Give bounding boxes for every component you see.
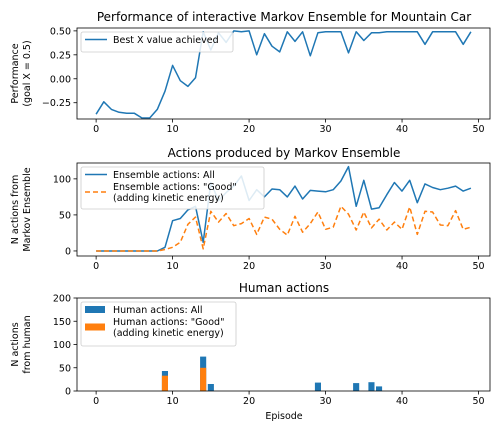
y-tick-label-0-0: 0.50 (50, 26, 71, 37)
legend-label-1-1-0: Ensemble actions: "Good" (113, 182, 237, 193)
bar-0-3 (314, 382, 321, 391)
x-tick-label-0-2: 20 (243, 124, 255, 135)
legend-label-2-1-1: (adding kinetic energy) (113, 328, 224, 339)
bar-1-0 (161, 375, 168, 391)
y-tick-label-2-3: 50 (59, 363, 71, 374)
y-axis-label-0-1: (goal X = 0.5) (22, 40, 33, 106)
bar-0-4 (353, 383, 360, 391)
y-tick-label-2-4: 0 (65, 387, 71, 398)
x-tick-label-2-2: 20 (243, 396, 255, 407)
y-tick-label-1-2: 0 (65, 246, 71, 257)
legend-1 (80, 166, 265, 210)
y-axis-label-0-0: Performance (10, 43, 21, 103)
legend-0 (80, 31, 234, 53)
plot-frame-0 (76, 27, 491, 120)
x-tick-label-2-1: 10 (167, 396, 179, 407)
x-tick-label-2-0: 0 (93, 396, 99, 407)
series-line-1-0 (96, 165, 472, 252)
x-tick-label-1-2: 20 (243, 261, 255, 272)
performance-panel: Performance of interactive Markov Ensemb… (10, 10, 491, 135)
y-axis-label-1-1: Markov Ensemble (22, 167, 33, 251)
x-tick-label-2-3: 30 (320, 396, 332, 407)
x-tick-label-0-4: 40 (396, 124, 408, 135)
x-tick-label-0-3: 30 (320, 124, 332, 135)
bar-1-1 (200, 367, 207, 392)
x-tick-label-2-4: 40 (396, 396, 408, 407)
plot-frame-1 (76, 162, 491, 257)
bar-0-6 (376, 386, 383, 391)
human-actions-panel: Human actions Episode 0 10 20 30 40 50 200 150 1… (10, 281, 491, 422)
y-axis-label-2-1: from human (22, 315, 33, 373)
y-tick-label-0-1: 0.25 (50, 50, 71, 61)
x-tick-label-0-5: 50 (472, 124, 484, 135)
legend-label-2-1-0: Human actions: "Good" (113, 317, 224, 328)
x-axis-label: Episode (265, 411, 302, 422)
legend-label-2-0-0: Human actions: All (113, 305, 202, 316)
y-tick-label-0-2: 0.00 (50, 74, 71, 85)
legend-label-1-1-1: (adding kinetic energy) (113, 193, 224, 204)
x-tick-label-1-5: 50 (472, 261, 484, 272)
y-tick-label-2-0: 200 (53, 294, 71, 305)
bar-0-2 (207, 384, 214, 391)
bar-0-5 (368, 382, 375, 391)
x-tick-label-2-5: 50 (472, 396, 484, 407)
y-tick-label-1-0: 100 (53, 174, 71, 185)
legend-swatch-2-0 (85, 306, 105, 313)
legend-2 (80, 301, 237, 347)
x-tick-label-1-0: 0 (93, 261, 99, 272)
y-tick-label-1-1: 50 (59, 210, 71, 221)
x-tick-label-0-1: 10 (167, 124, 179, 135)
series-line-1-1 (96, 205, 472, 252)
x-tick-label-1-3: 30 (320, 261, 332, 272)
ensemble-actions-title: Actions produced by Markov Ensemble (168, 146, 401, 160)
y-tick-label-2-2: 100 (53, 340, 71, 351)
y-tick-label-0-3: −0.25 (42, 98, 71, 109)
y-tick-label-2-1: 150 (53, 317, 71, 328)
x-tick-label-1-1: 10 (167, 261, 179, 272)
performance-title: Performance of interactive Markov Ensemb… (97, 10, 471, 24)
ensemble-actions-panel: Actions produced by Markov Ensemble 0 10 2… (10, 146, 491, 272)
x-tick-label-0-0: 0 (93, 124, 99, 135)
legend-swatch-2-1 (85, 323, 105, 331)
legend-label-0-0-0: Best X value achieved (113, 35, 219, 46)
legend-label-1-0-0: Ensemble actions: All (113, 170, 215, 181)
y-axis-label-1-0: N actions from (10, 175, 21, 244)
x-tick-label-1-4: 40 (396, 261, 408, 272)
series-line-0-0 (95, 30, 472, 119)
human-actions-title: Human actions (239, 281, 329, 295)
y-axis-label-2-0: N actions (10, 322, 21, 366)
